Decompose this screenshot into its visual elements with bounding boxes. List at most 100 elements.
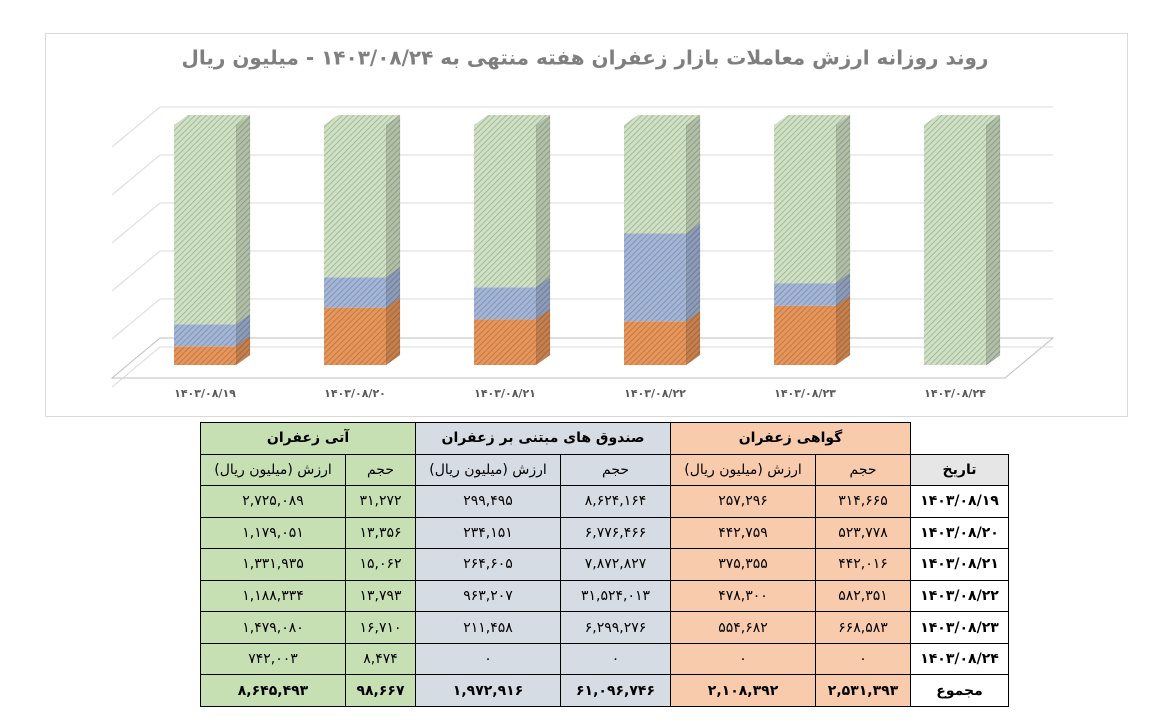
bar bbox=[624, 233, 686, 322]
date-cell: ۱۴۰۳/۰۸/۲۰ bbox=[910, 516, 1010, 550]
bar bbox=[624, 321, 686, 365]
bar-top bbox=[924, 115, 1000, 125]
grid-line-side bbox=[111, 106, 161, 148]
value-cell: ۱۶,۷۱۰ bbox=[345, 611, 416, 644]
blank-cell bbox=[910, 422, 1009, 455]
bar bbox=[774, 283, 836, 306]
column-header: ارزش (میلیون ریال) bbox=[414, 453, 562, 487]
bar bbox=[324, 125, 386, 278]
value-cell: ۳۱,۵۲۴,۰۱۳ bbox=[560, 579, 672, 613]
bar bbox=[474, 319, 536, 365]
data-row: ۱۴۰۳/۰۸/۲۱ ۴۴۲,۰۱۶ ۳۷۵,۳۵۵ ۷,۸۷۲,۸۲۷ ۲۶۴,۶۰۵… bbox=[200, 548, 1010, 581]
total-cell: ۲,۵۳۱,۳۹۳ bbox=[815, 674, 912, 707]
grid-line-side bbox=[111, 154, 161, 196]
data-row: ۱۴۰۳/۰۸/۲۰ ۵۲۳,۷۷۸ ۴۴۲,۷۵۹ ۶,۷۷۶,۴۶۶ ۲۳۴,۱۵۱… bbox=[200, 516, 1010, 550]
date-cell: ۱۴۰۳/۰۸/۱۹ bbox=[910, 485, 1010, 518]
column-header: ارزش (میلیون ریال) bbox=[200, 453, 346, 487]
total-cell: ۸,۶۴۵,۴۹۳ bbox=[200, 674, 346, 707]
value-cell: ۵۲۳,۷۷۸ bbox=[815, 516, 912, 550]
value-cell: ۴۷۸,۳۰۰ bbox=[670, 579, 817, 613]
value-cell: ۰ bbox=[414, 642, 562, 676]
value-cell: ۳۷۵,۳۵۵ bbox=[670, 548, 817, 581]
data-row: ۱۴۰۳/۰۸/۲۲ ۵۸۲,۳۵۱ ۴۷۸,۳۰۰ ۳۱,۵۲۴,۰۱۳ ۹۶۳,۲۰… bbox=[200, 579, 1010, 613]
data-table: گواهی زعفران صندوق های مبتنی بر زعفران آتی… bbox=[200, 422, 1010, 707]
data-row: ۱۴۰۳/۰۸/۲۴ ۰ ۰ ۰ ۰ ۸,۴۷۴ ۷۴۲,۰۰۳ bbox=[200, 642, 1010, 676]
value-cell: ۹۶۳,۲۰۷ bbox=[414, 579, 562, 613]
total-cell: ۹۸,۶۶۷ bbox=[345, 674, 416, 707]
grid-line-side bbox=[111, 202, 161, 244]
bar bbox=[474, 125, 536, 288]
value-cell: ۲۵۷,۲۹۶ bbox=[670, 485, 817, 518]
bar-side bbox=[535, 114, 551, 288]
column-header: حجم bbox=[345, 453, 416, 487]
date-cell: ۱۴۰۳/۰۸/۲۴ bbox=[910, 642, 1010, 676]
value-cell: ۵۵۴,۶۸۲ bbox=[670, 611, 817, 644]
value-cell: ۸,۶۲۴,۱۶۴ bbox=[560, 485, 672, 518]
group-header: صندوق های مبتنی بر زعفران bbox=[414, 422, 672, 455]
column-header: حجم bbox=[815, 453, 912, 487]
value-cell: ۱,۱۷۹,۰۵۱ bbox=[200, 516, 346, 550]
bar bbox=[174, 324, 236, 347]
data-row: ۱۴۰۳/۰۸/۲۳ ۶۶۸,۵۸۳ ۵۵۴,۶۸۲ ۶,۲۹۹,۲۷۶ ۲۱۱,۴۵۸… bbox=[200, 611, 1010, 644]
bar bbox=[324, 307, 386, 365]
bar bbox=[774, 125, 836, 284]
bar bbox=[174, 125, 236, 325]
total-cell: ۱,۹۷۲,۹۱۶ bbox=[414, 674, 562, 707]
value-cell: ۱,۱۸۸,۳۳۴ bbox=[200, 579, 346, 613]
x-tick-label: ۱۴۰۳/۰۸/۲۰ bbox=[324, 387, 386, 400]
value-cell: ۲۳۴,۱۵۱ bbox=[414, 516, 562, 550]
bar-top bbox=[474, 115, 550, 125]
bar-top bbox=[324, 115, 400, 125]
column-header: تاریخ bbox=[910, 453, 1010, 487]
bar-side bbox=[235, 114, 251, 325]
group-header-row: گواهی زعفران صندوق های مبتنی بر زعفران آتی… bbox=[200, 422, 1009, 455]
column-header: حجم bbox=[560, 453, 672, 487]
date-cell: ۱۴۰۳/۰۸/۲۲ bbox=[910, 579, 1010, 613]
bar bbox=[924, 125, 986, 365]
value-cell: ۰ bbox=[670, 642, 817, 676]
value-cell: ۲۶۴,۶۰۵ bbox=[414, 548, 562, 581]
grid-line-side bbox=[111, 346, 161, 388]
date-cell: ۱۴۰۳/۰۸/۲۱ bbox=[910, 548, 1010, 581]
bar bbox=[624, 125, 686, 234]
grid-line-side bbox=[111, 298, 161, 340]
bar-top bbox=[624, 115, 700, 125]
x-tick-label: ۱۴۰۳/۰۸/۲۴ bbox=[924, 387, 986, 400]
value-cell: ۲۱۱,۴۵۸ bbox=[414, 611, 562, 644]
value-cell: ۱۳,۳۵۶ bbox=[345, 516, 416, 550]
value-cell: ۰ bbox=[815, 642, 912, 676]
bar bbox=[174, 346, 236, 365]
bar bbox=[324, 277, 386, 308]
bar-side bbox=[985, 114, 1001, 366]
chart-title: روند روزانه ارزش معاملات بازار زعفران هف… bbox=[182, 46, 989, 70]
chart-floor bbox=[110, 337, 1055, 379]
bar bbox=[474, 287, 536, 320]
value-cell: ۷۴۲,۰۰۳ bbox=[200, 642, 346, 676]
value-cell: ۱,۳۳۱,۹۳۵ bbox=[200, 548, 346, 581]
value-cell: ۵۸۲,۳۵۱ bbox=[815, 579, 912, 613]
grid-line-side bbox=[111, 250, 161, 292]
value-cell: ۸,۴۷۴ bbox=[345, 642, 416, 676]
value-cell: ۰ bbox=[560, 642, 672, 676]
x-tick-label: ۱۴۰۳/۰۸/۲۲ bbox=[624, 387, 686, 400]
bar-top bbox=[774, 115, 850, 125]
total-cell: ۶۱,۰۹۶,۷۴۶ bbox=[560, 674, 672, 707]
value-cell: ۲,۷۲۵,۰۸۹ bbox=[200, 485, 346, 518]
total-cell: ۲,۱۰۸,۳۹۲ bbox=[670, 674, 817, 707]
value-cell: ۲۹۹,۴۹۵ bbox=[414, 485, 562, 518]
data-row: ۱۴۰۳/۰۸/۱۹ ۳۱۴,۶۶۵ ۲۵۷,۲۹۶ ۸,۶۲۴,۱۶۴ ۲۹۹,۴۹۵… bbox=[200, 485, 1010, 518]
value-cell: ۶۶۸,۵۸۳ bbox=[815, 611, 912, 644]
total-row: مجموع ۲,۵۳۱,۳۹۳ ۲,۱۰۸,۳۹۲ ۶۱,۰۹۶,۷۴۶ ۱,۹۷۲,۹… bbox=[200, 674, 1010, 707]
total-label: مجموع bbox=[910, 674, 1010, 707]
bar-side bbox=[685, 222, 701, 322]
value-cell: ۳۱,۲۷۲ bbox=[345, 485, 416, 518]
value-cell: ۳۱۴,۶۶۵ bbox=[815, 485, 912, 518]
bar-side bbox=[385, 297, 401, 366]
column-header: ارزش (میلیون ریال) bbox=[670, 453, 817, 487]
value-cell: ۴۴۲,۰۱۶ bbox=[815, 548, 912, 581]
bar-top bbox=[174, 115, 250, 125]
value-cell: ۱۳,۷۹۳ bbox=[345, 579, 416, 613]
value-cell: ۱۵,۰۶۲ bbox=[345, 548, 416, 581]
chart: روند روزانه ارزش معاملات بازار زعفران هف… bbox=[45, 33, 1128, 417]
